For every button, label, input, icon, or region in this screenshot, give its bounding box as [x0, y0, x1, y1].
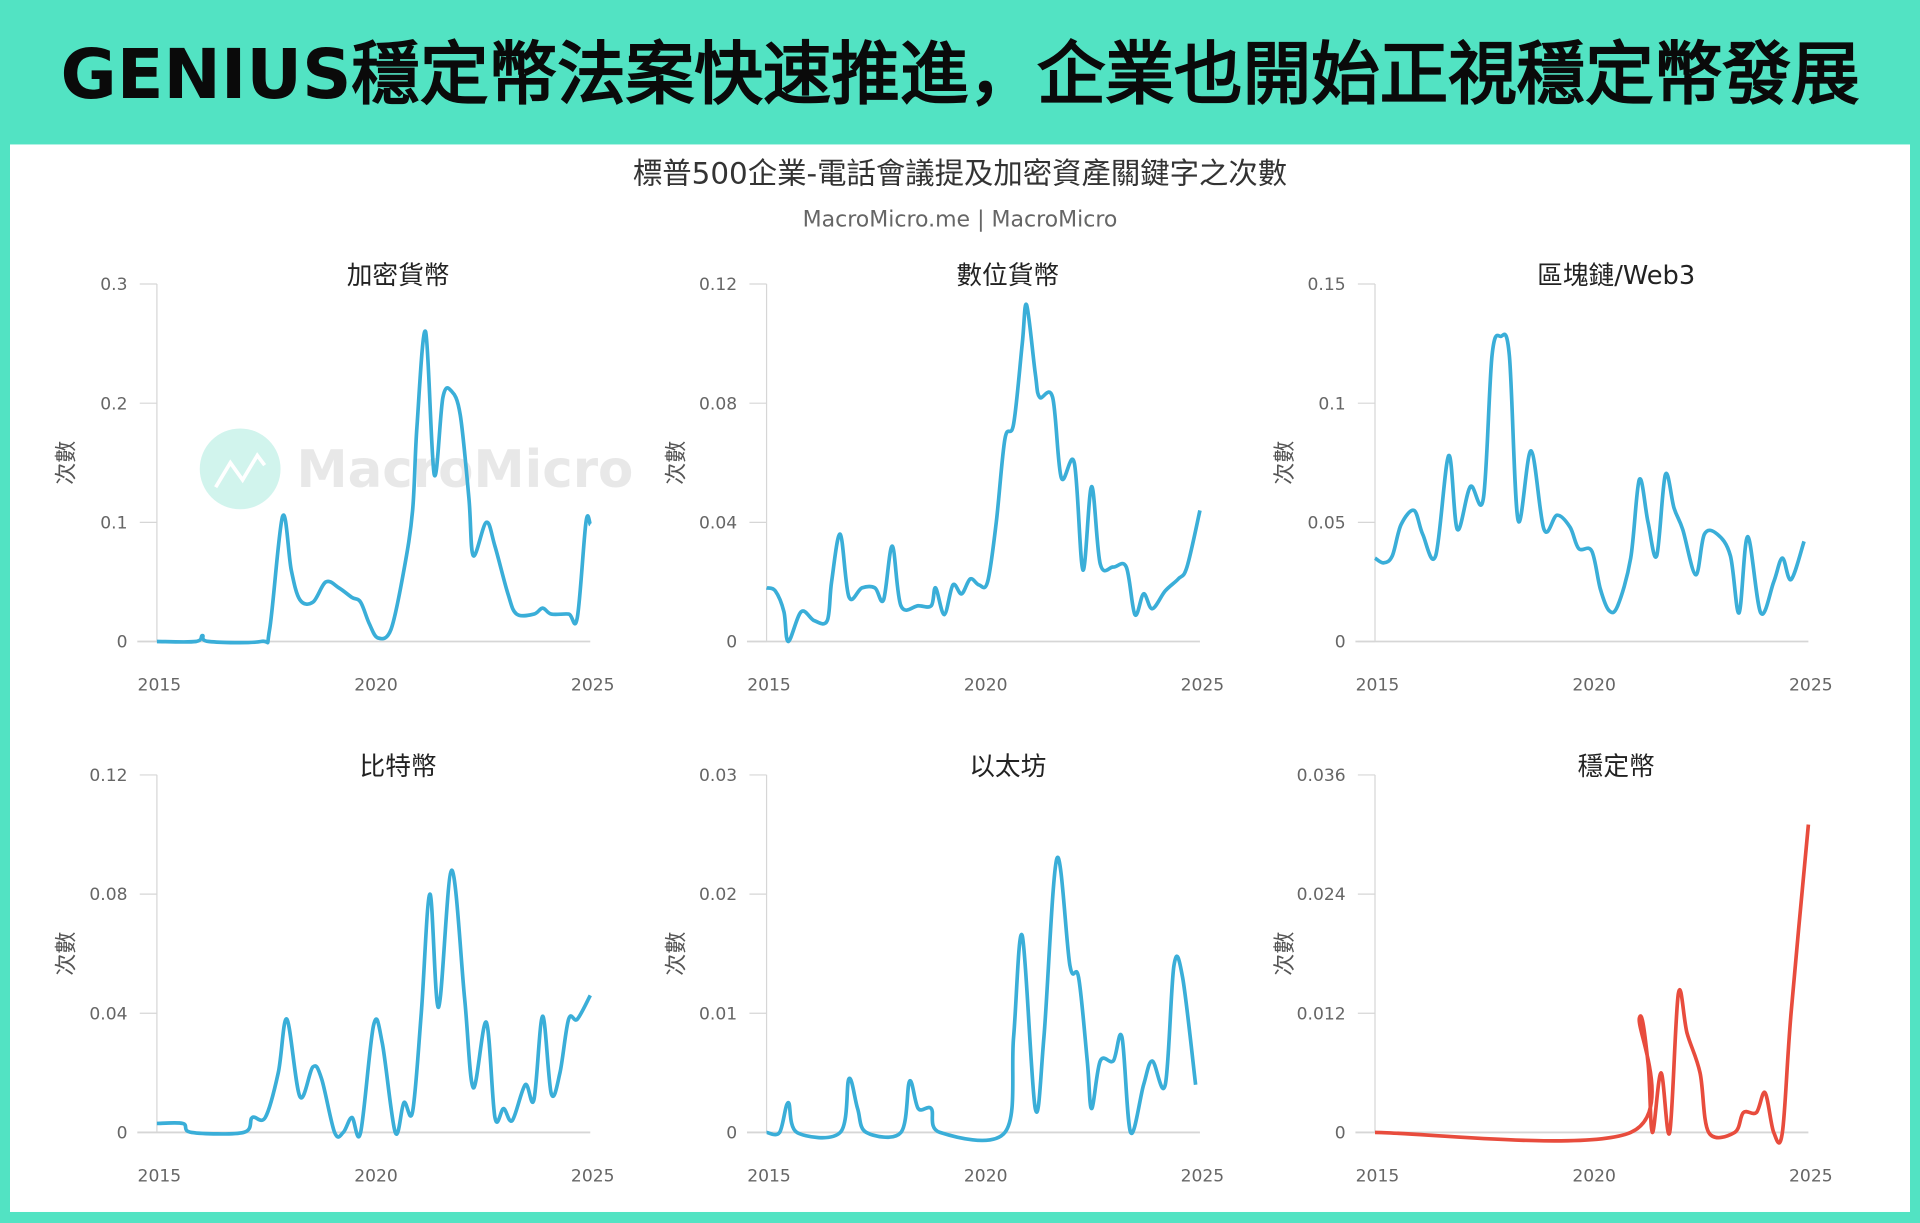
header-title: GENIUS穩定幣法案快速推進，企業也開始正視穩定幣發展 — [60, 35, 1859, 115]
x-tick-label: 2025 — [1789, 675, 1833, 695]
x-tick-label: 2020 — [354, 675, 398, 695]
y-tick-label: 0.02 — [699, 885, 737, 905]
chart-subtitle: MacroMicro.me | MacroMicro — [803, 207, 1118, 232]
series-line — [156, 329, 593, 645]
x-tick-label: 2020 — [354, 1166, 398, 1186]
x-tick-label: 2015 — [1356, 1166, 1400, 1186]
y-tick-label: 0.012 — [1297, 1004, 1346, 1024]
y-tick-label: 0 — [726, 1124, 737, 1144]
y-tick-label: 0.12 — [89, 766, 127, 786]
series-line — [765, 302, 1202, 644]
y-tick-label: 0.3 — [100, 275, 127, 295]
y-axis-label: 次數 — [55, 441, 80, 485]
y-tick-label: 0.12 — [699, 275, 737, 295]
y-tick-label: 0.1 — [1318, 394, 1345, 414]
x-tick-label: 2025 — [1181, 675, 1225, 695]
x-tick-label: 2025 — [1789, 1166, 1833, 1186]
chart-title: 標普500企業-電話會議提及加密資產關鍵字之次數 — [633, 157, 1287, 191]
watermark-logo-icon — [199, 428, 281, 510]
x-tick-label: 2015 — [138, 1166, 182, 1186]
series-line — [156, 868, 592, 1139]
subplot-title: 穩定幣 — [1578, 752, 1655, 782]
y-tick-label: 0.05 — [1307, 513, 1345, 533]
chart-panel — [10, 144, 1910, 1212]
y-tick-label: 0.024 — [1297, 885, 1346, 905]
y-axis-label: 次數 — [55, 932, 80, 976]
x-tick-label: 2020 — [964, 1166, 1008, 1186]
y-tick-label: 0.15 — [1307, 275, 1345, 295]
x-tick-label: 2020 — [1572, 675, 1616, 695]
x-tick-label: 2015 — [747, 1166, 791, 1186]
y-tick-label: 0 — [117, 1124, 128, 1144]
x-tick-label: 2015 — [1356, 675, 1400, 695]
y-axis-label: 次數 — [664, 932, 689, 976]
subplot-title: 以太坊 — [969, 752, 1046, 782]
y-tick-label: 0.2 — [100, 394, 127, 414]
series-line — [1375, 824, 1811, 1145]
x-tick-label: 2025 — [571, 1166, 615, 1186]
y-tick-label: 0.01 — [699, 1004, 737, 1024]
y-axis-label: 次數 — [664, 441, 689, 485]
x-tick-label: 2020 — [964, 675, 1008, 695]
subplot-title: 區塊鏈/Web3 — [1537, 261, 1695, 291]
y-tick-label: 0 — [1335, 633, 1346, 653]
y-tick-label: 0.03 — [699, 766, 737, 786]
x-tick-label: 2025 — [1181, 1166, 1225, 1186]
y-tick-label: 0.1 — [100, 513, 127, 533]
y-tick-label: 0 — [1335, 1124, 1346, 1144]
macromicro-watermark: MacroMicro — [199, 428, 633, 510]
y-axis-label: 次數 — [1273, 932, 1298, 976]
subplot-title: 比特幣 — [360, 752, 437, 782]
y-tick-label: 0.04 — [89, 1004, 127, 1024]
subplot-3: 0 0.05 0.1 0.15 2015 2020 2025 區塊鏈/Web3 次數 — [1273, 261, 1833, 695]
y-tick-label: 0 — [726, 633, 737, 653]
y-tick-label: 0.04 — [699, 513, 737, 533]
x-tick-label: 2015 — [138, 675, 182, 695]
y-tick-label: 0 — [117, 633, 128, 653]
y-axis-label: 次數 — [1273, 441, 1298, 485]
y-tick-label: 0.036 — [1297, 766, 1346, 786]
x-tick-label: 2020 — [1572, 1166, 1616, 1186]
y-tick-label: 0.08 — [699, 394, 737, 414]
y-tick-label: 0.08 — [89, 885, 127, 905]
x-tick-label: 2025 — [571, 675, 615, 695]
x-tick-label: 2015 — [747, 675, 791, 695]
subplot-title: 數位貨幣 — [956, 261, 1059, 291]
subplot-title: 加密貨幣 — [347, 261, 450, 291]
